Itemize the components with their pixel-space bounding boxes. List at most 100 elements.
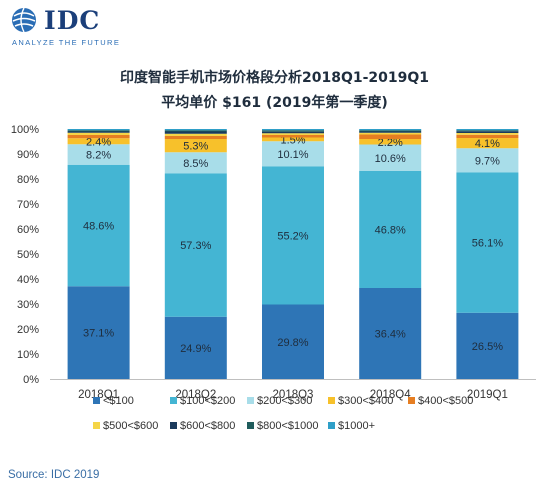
- data-label: 8.5%: [183, 158, 208, 170]
- bar-segment: [359, 129, 422, 131]
- bar-segment: [456, 312, 519, 379]
- data-label: 2.2%: [378, 137, 403, 149]
- bar-segment: [262, 135, 324, 138]
- bar-segment: [456, 134, 519, 138]
- bar-segment: [359, 171, 422, 288]
- legend-swatch: [247, 397, 254, 404]
- legend-swatch: [408, 397, 415, 404]
- bar-segment: [164, 136, 227, 139]
- data-label: 2.4%: [86, 136, 111, 148]
- data-label: 56.1%: [472, 238, 503, 250]
- bar-segment: [262, 129, 324, 131]
- legend-label: $800<$1000: [257, 420, 318, 432]
- bar-segment: [262, 137, 324, 142]
- bar-segment: [456, 138, 519, 149]
- logo-tagline: ANALYZE THE FUTURE: [12, 38, 121, 47]
- legend-swatch: [170, 422, 177, 429]
- bar-segment: [359, 139, 422, 145]
- bar-segment: [67, 131, 130, 133]
- bar-segment: [456, 131, 519, 133]
- bar-segment: [164, 129, 227, 131]
- bar-segment: [164, 173, 227, 317]
- data-label: 4.1%: [475, 138, 500, 150]
- bar-segment: [359, 131, 422, 133]
- y-tick-label: 50%: [17, 249, 39, 261]
- data-label: 55.2%: [277, 231, 308, 243]
- data-label: 46.8%: [375, 225, 406, 237]
- bar-segment: [262, 130, 324, 132]
- legend-label: $600<$800: [180, 420, 235, 432]
- bar-segment: [359, 134, 422, 139]
- bar-segment: [359, 132, 422, 135]
- bar-segment: [262, 131, 324, 134]
- legend-label: $1000+: [338, 420, 375, 432]
- legend-swatch: [328, 422, 335, 429]
- data-label: 57.3%: [180, 240, 211, 252]
- x-tick-label: 2019Q1: [467, 389, 508, 401]
- y-tick-label: 80%: [17, 174, 39, 186]
- bar-segment: [164, 133, 227, 136]
- legend-swatch: [247, 422, 254, 429]
- bar-segment: [262, 304, 324, 379]
- bar-segment: [164, 139, 227, 153]
- bar-segment: [164, 130, 227, 132]
- bar-segment: [359, 130, 422, 132]
- x-tick-label: 2018Q2: [175, 389, 216, 401]
- legend-swatch: [93, 397, 100, 404]
- data-label: 10.6%: [375, 153, 406, 165]
- y-tick-label: 100%: [11, 124, 39, 136]
- data-label: 26.5%: [472, 341, 503, 353]
- y-tick-label: 70%: [17, 199, 39, 211]
- y-tick-label: 10%: [17, 349, 39, 361]
- source-note: Source: IDC 2019: [8, 469, 100, 481]
- bar-segment: [456, 130, 519, 132]
- bar-segment: [67, 130, 130, 132]
- legend-swatch: [93, 422, 100, 429]
- y-tick-label: 20%: [17, 324, 39, 336]
- bar-segment: [456, 148, 519, 173]
- bar-segment: [164, 131, 227, 134]
- bar-segment: [67, 132, 130, 135]
- data-label: 36.4%: [375, 329, 406, 341]
- legend-label: $100<$200: [180, 395, 235, 407]
- bar-segment: [67, 129, 130, 131]
- data-label: 9.7%: [475, 155, 500, 167]
- x-tick-label: 2018Q1: [78, 389, 119, 401]
- bar-segment: [262, 166, 324, 305]
- y-tick-label: 0%: [23, 374, 39, 386]
- legend-label: $400<$500: [418, 395, 473, 407]
- x-tick-label: 2018Q3: [273, 389, 314, 401]
- data-label: 37.1%: [83, 328, 114, 340]
- bar-segment: [359, 144, 422, 171]
- y-tick-label: 90%: [17, 149, 39, 161]
- bar-segment: [456, 129, 519, 131]
- legend-label: $300<$400: [338, 395, 393, 407]
- data-label: 10.1%: [277, 149, 308, 161]
- y-tick-label: 60%: [17, 224, 39, 236]
- bar-segment: [67, 144, 130, 165]
- y-tick-label: 30%: [17, 299, 39, 311]
- y-tick-label: 40%: [17, 274, 39, 286]
- logo-text: IDC: [44, 6, 101, 35]
- data-label: 5.3%: [183, 141, 208, 153]
- bar-segment: [262, 141, 324, 167]
- idc-logo: IDC ANALYZE THE FUTURE: [10, 6, 170, 47]
- bar-segment: [359, 288, 422, 379]
- bar-segment: [67, 138, 130, 145]
- bar-segment: [164, 152, 227, 174]
- legend-label: $200<$300: [257, 395, 312, 407]
- bar-segment: [456, 172, 519, 313]
- bar-segment: [262, 133, 324, 135]
- bar-segment: [456, 133, 519, 135]
- legend-swatch: [328, 397, 335, 404]
- idc-globe-icon: [12, 7, 36, 33]
- bar-segment: [67, 286, 130, 379]
- chart-title: 印度智能手机市场价格段分析2018Q1-2019Q1: [119, 70, 430, 86]
- x-tick-label: 2018Q4: [370, 389, 412, 401]
- legend-label: <$100: [103, 395, 134, 407]
- chart-subtitle: 平均单价 $161 (2019年第一季度): [161, 95, 388, 111]
- legend-swatch: [170, 397, 177, 404]
- bar-segment: [67, 135, 130, 139]
- data-label: 29.8%: [277, 337, 308, 349]
